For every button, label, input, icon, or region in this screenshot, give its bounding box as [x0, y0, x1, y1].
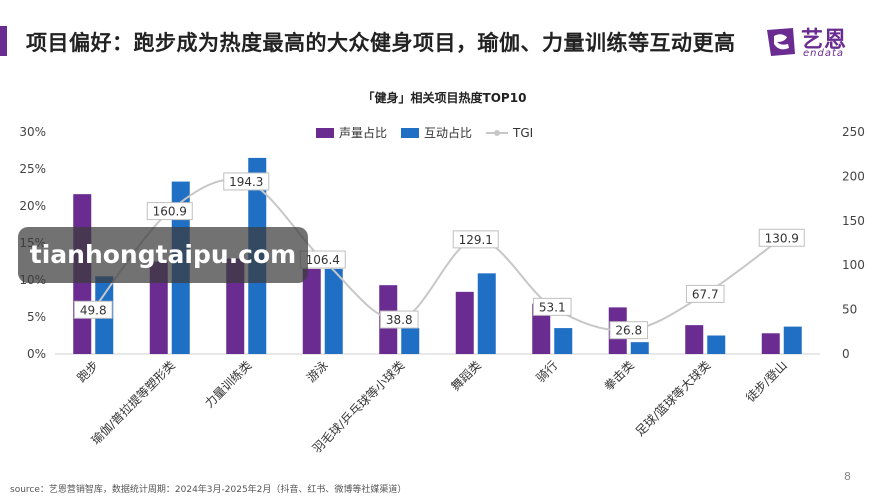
bar-interaction — [707, 335, 726, 354]
bar-interaction — [401, 328, 420, 354]
brand-logo: 艺恩 endata — [763, 22, 875, 62]
legend-swatch-voice — [316, 127, 334, 138]
bar-voice — [761, 333, 780, 354]
legend-item-voice: 声量占比 — [316, 124, 387, 141]
legend-label-tgi: TGI — [513, 125, 534, 140]
bar-interaction — [630, 342, 649, 354]
category-label: 跑步 — [74, 358, 101, 385]
category-label: 拳击类 — [601, 358, 637, 394]
tgi-data-label: 53.1 — [539, 300, 566, 314]
tgi-data-label: 38.8 — [386, 313, 413, 327]
y-right-tick-label: 200 — [842, 169, 865, 183]
bar-voice — [455, 291, 474, 354]
page-title: 项目偏好：跑步成为热度最高的大众健身项目，瑜伽、力量训练等互动更高 — [26, 31, 736, 55]
tgi-label-box — [609, 321, 649, 340]
y-left-tick-label: 5% — [27, 310, 46, 324]
category-label: 瑜伽/普拉提等塑形类 — [88, 358, 178, 448]
tgi-label-box — [146, 202, 193, 221]
bar-interaction — [554, 328, 573, 354]
legend-swatch-interaction — [401, 127, 420, 138]
y-left-tick-label: 0% — [27, 347, 46, 361]
tgi-data-label: 130.9 — [765, 231, 799, 245]
tgi-label-box — [452, 230, 499, 249]
tgi-data-label: 49.8 — [80, 303, 107, 317]
tgi-label-box — [685, 284, 725, 303]
bar-voice — [149, 261, 168, 354]
bar-interaction — [783, 326, 802, 354]
tgi-data-label: 106.4 — [306, 253, 340, 267]
y-left-tick-label: 20% — [19, 199, 46, 213]
legend-item-tgi: TGI — [486, 126, 533, 140]
category-label: 游泳 — [304, 358, 331, 385]
tgi-data-label: 26.8 — [615, 324, 642, 338]
legend-label-voice: 声量占比 — [339, 126, 388, 140]
legend-item-interaction: 互动占比 — [401, 124, 472, 141]
y-right-tick-label: 0 — [842, 347, 850, 361]
y-right-tick-label: 150 — [842, 214, 865, 228]
category-label: 力量训练类 — [201, 358, 254, 411]
legend-label-interaction: 互动占比 — [424, 126, 473, 140]
category-label: 足球/篮球等大球类 — [632, 358, 713, 439]
logo-name: 艺恩 — [801, 28, 848, 53]
y-right-tick-label: 50 — [842, 303, 857, 317]
bar-interaction — [324, 268, 343, 354]
tgi-data-label: 194.3 — [229, 175, 263, 189]
category-label: 骑行 — [533, 358, 560, 385]
tgi-data-label: 160.9 — [153, 205, 187, 219]
logo-icon — [767, 28, 795, 56]
bar-voice — [685, 325, 704, 354]
source-note: source：艺恩营销智库，数据统计周期：2024年3月-2025年2月（抖音、… — [10, 485, 407, 495]
tgi-label-box — [73, 300, 113, 319]
tgi-label-box — [379, 310, 419, 329]
tgi-label-box — [758, 228, 805, 247]
category-label: 徒步/登山 — [742, 358, 789, 405]
category-label: 舞蹈类 — [449, 358, 484, 393]
bar-voice — [302, 268, 321, 354]
chart-title: 「健身」相关项目热度TOP10 — [362, 91, 527, 105]
logo-subtitle: endata — [803, 48, 845, 59]
tgi-label-box — [532, 297, 572, 316]
bar-interaction — [477, 273, 496, 354]
tgi-line — [92, 178, 783, 332]
y-right-tick-label: 100 — [842, 258, 865, 272]
chart-legend: 声量占比 互动占比 TGI — [316, 124, 533, 141]
tgi-data-label: 129.1 — [459, 233, 493, 247]
bar-voice — [532, 303, 551, 354]
y-left-tick-label: 30% — [19, 125, 46, 139]
y-left-tick-label: 25% — [19, 162, 46, 176]
watermark-overlay: tianhongtaipu.com — [18, 227, 308, 283]
legend-swatch-tgi — [486, 128, 509, 138]
y-right-tick-label: 250 — [842, 125, 865, 139]
page-number: 8 — [844, 470, 851, 483]
tgi-data-label: 67.7 — [692, 287, 719, 301]
tgi-label-box — [223, 172, 270, 191]
header-accent-bar — [0, 26, 7, 56]
